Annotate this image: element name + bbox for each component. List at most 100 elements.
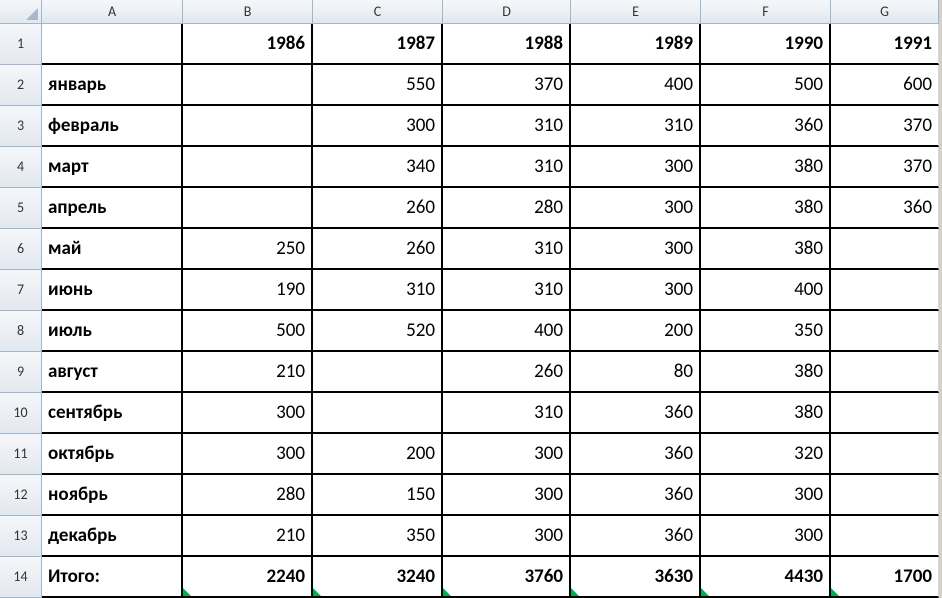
- cell-r4-c4[interactable]: 310: [443, 147, 571, 188]
- cell-r4-c5[interactable]: 300: [571, 147, 701, 188]
- col-header-B[interactable]: B: [183, 0, 313, 24]
- cell-r6-c2[interactable]: 250: [183, 229, 313, 270]
- cell-r9-c6[interactable]: 380: [701, 352, 831, 393]
- cell-r2-c2[interactable]: [183, 65, 313, 106]
- cell-month-4[interactable]: март: [42, 147, 183, 188]
- cell-r3-c3[interactable]: 300: [313, 106, 443, 147]
- cell-r11-c5[interactable]: 360: [571, 434, 701, 475]
- cell-r7-c7[interactable]: [831, 270, 939, 311]
- cell-r13-c3[interactable]: 350: [313, 516, 443, 557]
- cell-month-8[interactable]: июль: [42, 311, 183, 352]
- row-header-11[interactable]: 11: [0, 434, 42, 475]
- cell-r4-c2[interactable]: [183, 147, 313, 188]
- cell-r9-c2[interactable]: 210: [183, 352, 313, 393]
- cell-r12-c3[interactable]: 150: [313, 475, 443, 516]
- cell-r10-c2[interactable]: 300: [183, 393, 313, 434]
- cell-r12-c6[interactable]: 300: [701, 475, 831, 516]
- cell-r2-c5[interactable]: 400: [571, 65, 701, 106]
- cell-total-3[interactable]: 3630: [571, 557, 701, 598]
- row-header-5[interactable]: 5: [0, 188, 42, 229]
- cell-year-1989[interactable]: 1989: [571, 24, 701, 65]
- cell-r13-c2[interactable]: 210: [183, 516, 313, 557]
- row-header-2[interactable]: 2: [0, 65, 42, 106]
- cell-month-11[interactable]: октябрь: [42, 434, 183, 475]
- select-all-corner[interactable]: [0, 0, 42, 24]
- row-header-8[interactable]: 8: [0, 311, 42, 352]
- cell-r6-c5[interactable]: 300: [571, 229, 701, 270]
- cell-month-5[interactable]: апрель: [42, 188, 183, 229]
- row-header-13[interactable]: 13: [0, 516, 42, 557]
- cell-month-13[interactable]: декабрь: [42, 516, 183, 557]
- cell-month-2[interactable]: январь: [42, 65, 183, 106]
- cell-r6-c3[interactable]: 260: [313, 229, 443, 270]
- cell-r6-c4[interactable]: 310: [443, 229, 571, 270]
- cell-r13-c4[interactable]: 300: [443, 516, 571, 557]
- cell-month-6[interactable]: май: [42, 229, 183, 270]
- cell-r8-c3[interactable]: 520: [313, 311, 443, 352]
- cell-r8-c4[interactable]: 400: [443, 311, 571, 352]
- cell-r3-c4[interactable]: 310: [443, 106, 571, 147]
- cell-total-4[interactable]: 4430: [701, 557, 831, 598]
- cell-r5-c7[interactable]: 360: [831, 188, 939, 229]
- cell-total-0[interactable]: 2240: [183, 557, 313, 598]
- row-header-6[interactable]: 6: [0, 229, 42, 270]
- cell-year-1987[interactable]: 1987: [313, 24, 443, 65]
- cell-r4-c7[interactable]: 370: [831, 147, 939, 188]
- cell-r3-c6[interactable]: 360: [701, 106, 831, 147]
- cell-month-3[interactable]: февраль: [42, 106, 183, 147]
- row-header-3[interactable]: 3: [0, 106, 42, 147]
- cell-r11-c3[interactable]: 200: [313, 434, 443, 475]
- cell-r8-c6[interactable]: 350: [701, 311, 831, 352]
- row-header-7[interactable]: 7: [0, 270, 42, 311]
- cell-year-1988[interactable]: 1988: [443, 24, 571, 65]
- cell-r13-c5[interactable]: 360: [571, 516, 701, 557]
- row-header-12[interactable]: 12: [0, 475, 42, 516]
- cell-total-5[interactable]: 1700: [831, 557, 939, 598]
- cell-month-7[interactable]: июнь: [42, 270, 183, 311]
- cell-r10-c7[interactable]: [831, 393, 939, 434]
- cell-r7-c2[interactable]: 190: [183, 270, 313, 311]
- cell-r10-c5[interactable]: 360: [571, 393, 701, 434]
- cell-r5-c2[interactable]: [183, 188, 313, 229]
- cell-r7-c4[interactable]: 310: [443, 270, 571, 311]
- cell-r10-c4[interactable]: 310: [443, 393, 571, 434]
- cell-r13-c7[interactable]: [831, 516, 939, 557]
- cell-r11-c7[interactable]: [831, 434, 939, 475]
- cell-month-9[interactable]: август: [42, 352, 183, 393]
- cell-r12-c2[interactable]: 280: [183, 475, 313, 516]
- cell-r3-c2[interactable]: [183, 106, 313, 147]
- cell-r6-c7[interactable]: [831, 229, 939, 270]
- cell-r11-c2[interactable]: 300: [183, 434, 313, 475]
- cell-r5-c4[interactable]: 280: [443, 188, 571, 229]
- cell-total-2[interactable]: 3760: [443, 557, 571, 598]
- cell-r8-c5[interactable]: 200: [571, 311, 701, 352]
- cell-r7-c3[interactable]: 310: [313, 270, 443, 311]
- row-header-14[interactable]: 14: [0, 557, 42, 598]
- row-header-9[interactable]: 9: [0, 352, 42, 393]
- col-header-D[interactable]: D: [443, 0, 571, 24]
- cell-r2-c4[interactable]: 370: [443, 65, 571, 106]
- row-header-1[interactable]: 1: [0, 24, 42, 65]
- cell-r10-c6[interactable]: 380: [701, 393, 831, 434]
- cell-r13-c6[interactable]: 300: [701, 516, 831, 557]
- cell-r8-c7[interactable]: [831, 311, 939, 352]
- cell-r7-c5[interactable]: 300: [571, 270, 701, 311]
- cell-month-10[interactable]: сентябрь: [42, 393, 183, 434]
- cell-r2-c3[interactable]: 550: [313, 65, 443, 106]
- cell-year-1986[interactable]: 1986: [183, 24, 313, 65]
- cell-r9-c3[interactable]: [313, 352, 443, 393]
- col-header-A[interactable]: A: [42, 0, 183, 24]
- cell-r3-c5[interactable]: 310: [571, 106, 701, 147]
- cell-r5-c5[interactable]: 300: [571, 188, 701, 229]
- row-header-10[interactable]: 10: [0, 393, 42, 434]
- col-header-C[interactable]: C: [313, 0, 443, 24]
- cell-r7-c6[interactable]: 400: [701, 270, 831, 311]
- cell-year-1990[interactable]: 1990: [701, 24, 831, 65]
- cell-year-1991[interactable]: 1991: [831, 24, 939, 65]
- cell-r2-c6[interactable]: 500: [701, 65, 831, 106]
- col-header-F[interactable]: F: [701, 0, 831, 24]
- cell-r4-c3[interactable]: 340: [313, 147, 443, 188]
- cell-r4-c6[interactable]: 380: [701, 147, 831, 188]
- row-header-4[interactable]: 4: [0, 147, 42, 188]
- col-header-E[interactable]: E: [571, 0, 701, 24]
